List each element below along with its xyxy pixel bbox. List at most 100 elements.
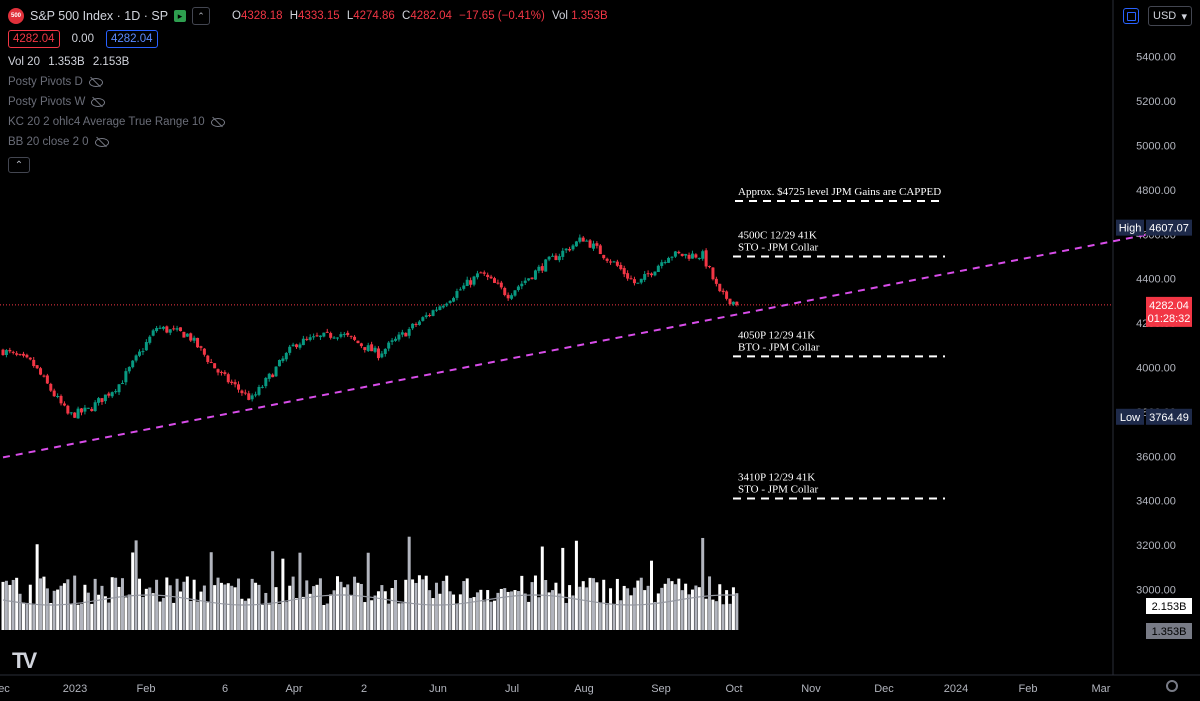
hidden-eye-icon[interactable] bbox=[91, 97, 106, 107]
candle-body bbox=[479, 272, 483, 274]
candle-body bbox=[619, 264, 623, 270]
candle-body bbox=[496, 282, 500, 284]
candle-body bbox=[516, 286, 520, 291]
snapshot-icon[interactable] bbox=[1123, 8, 1139, 24]
hidden-eye-icon[interactable] bbox=[94, 137, 109, 147]
volume-bar bbox=[86, 592, 90, 630]
ohlc-open-label: O bbox=[232, 10, 241, 22]
volume-bar bbox=[660, 587, 664, 630]
volume-bar bbox=[226, 583, 230, 630]
volume-bar bbox=[731, 587, 735, 630]
collapse-chevron-icon[interactable]: ⌃ bbox=[192, 7, 211, 25]
candle-body bbox=[421, 317, 425, 321]
market-open-icon: ▸ bbox=[174, 10, 187, 22]
volume-bar bbox=[158, 601, 162, 630]
candle-body bbox=[124, 371, 128, 383]
candle-body bbox=[100, 398, 104, 403]
candle-body bbox=[411, 323, 415, 329]
collapse-legend-button[interactable]: ⌃ bbox=[8, 157, 30, 173]
candle-body bbox=[533, 270, 537, 280]
candle-body bbox=[42, 375, 46, 377]
candle-body bbox=[366, 345, 370, 351]
candle-body bbox=[462, 285, 466, 289]
volume-bar bbox=[339, 581, 343, 630]
volume-bar bbox=[376, 591, 380, 630]
volume-bar bbox=[530, 582, 534, 630]
candle-body bbox=[308, 337, 312, 340]
volume-bar bbox=[520, 575, 524, 630]
volume-bar bbox=[264, 592, 268, 630]
volume-bar bbox=[383, 591, 387, 630]
volume-bar bbox=[363, 602, 367, 630]
low-badge-label: Low bbox=[1120, 412, 1140, 424]
indicator-posty-pivots-w[interactable]: Posty Pivots W bbox=[8, 96, 106, 108]
volume-bar bbox=[424, 575, 428, 630]
y-tick-label: 4800.00 bbox=[1136, 185, 1176, 197]
candle-body bbox=[694, 254, 698, 258]
volume-bar bbox=[168, 585, 172, 630]
volume-indicator-value: 1.353B bbox=[48, 56, 85, 68]
volume-bar bbox=[629, 595, 633, 630]
candle-body bbox=[175, 328, 179, 330]
candle-body bbox=[615, 261, 619, 266]
volume-bar bbox=[267, 604, 271, 630]
volume-bar bbox=[148, 587, 152, 630]
candle-body bbox=[134, 355, 138, 361]
volume-bar bbox=[161, 597, 165, 630]
volume-bar bbox=[240, 598, 244, 630]
volume-bar bbox=[561, 547, 565, 630]
annotation-text: STO - JPM Collar bbox=[738, 242, 819, 254]
x-tick-label: Nov bbox=[801, 683, 821, 695]
sell-button[interactable]: 4282.04 bbox=[8, 30, 60, 48]
candle-body bbox=[172, 328, 176, 330]
indicator-posty-pivots-d[interactable]: Posty Pivots D bbox=[8, 76, 103, 88]
volume-bar bbox=[510, 591, 514, 630]
buy-button[interactable]: 4282.04 bbox=[105, 30, 158, 48]
candle-body bbox=[445, 303, 449, 306]
hidden-eye-icon[interactable] bbox=[210, 117, 225, 127]
x-tick-label: ec bbox=[0, 683, 10, 695]
candle-body bbox=[465, 279, 469, 286]
volume-bar bbox=[346, 584, 350, 630]
y-tick-label: 3600.00 bbox=[1136, 451, 1176, 463]
candle-body bbox=[69, 412, 73, 414]
volume-indicator-legend[interactable]: Vol 20 1.353B 2.153B bbox=[8, 56, 134, 68]
x-tick-label: Jul bbox=[505, 683, 519, 695]
low-badge-value-bg bbox=[1146, 408, 1192, 425]
volume-bar bbox=[619, 600, 623, 630]
gear-icon[interactable] bbox=[1166, 680, 1178, 692]
indicator-label: KC 20 2 ohlc4 Average True Range 10 bbox=[8, 116, 205, 128]
chevron-down-icon: ▾ bbox=[1181, 10, 1187, 23]
volume-bar bbox=[547, 592, 551, 630]
candle-body bbox=[15, 353, 19, 355]
volume-bar bbox=[581, 581, 585, 630]
indicator-keltner-channel[interactable]: KC 20 2 ohlc4 Average True Range 10 bbox=[8, 116, 225, 128]
volume-bar bbox=[578, 586, 582, 630]
candle-body bbox=[557, 256, 561, 261]
indicator-bollinger-bands[interactable]: BB 20 close 2 0 bbox=[8, 136, 109, 148]
candle-body bbox=[97, 398, 101, 403]
volume-bar bbox=[585, 587, 589, 630]
tradingview-logo[interactable]: TV bbox=[12, 648, 37, 673]
volume-bar bbox=[56, 589, 60, 630]
candle-body bbox=[131, 360, 135, 368]
high-badge-value-bg bbox=[1146, 219, 1192, 236]
candle-body bbox=[168, 329, 172, 333]
volume-bar bbox=[124, 597, 128, 630]
hidden-eye-icon[interactable] bbox=[88, 77, 103, 87]
candle-body bbox=[45, 375, 49, 384]
low-badge-label-bg bbox=[1116, 408, 1144, 425]
volume-bar bbox=[496, 592, 500, 630]
candle-body bbox=[697, 257, 701, 259]
candle-body bbox=[390, 340, 394, 342]
currency-select[interactable]: USD ▾ bbox=[1148, 6, 1192, 26]
candle-body bbox=[155, 328, 159, 332]
x-tick-label: 2023 bbox=[63, 683, 87, 695]
candle-body bbox=[277, 360, 281, 367]
volume-bar bbox=[219, 582, 223, 630]
volume-bar bbox=[574, 540, 578, 630]
volume-bar bbox=[708, 576, 712, 630]
symbol-title[interactable]: S&P 500 Index · 1D · SP bbox=[30, 9, 169, 23]
candle-body bbox=[243, 392, 247, 394]
